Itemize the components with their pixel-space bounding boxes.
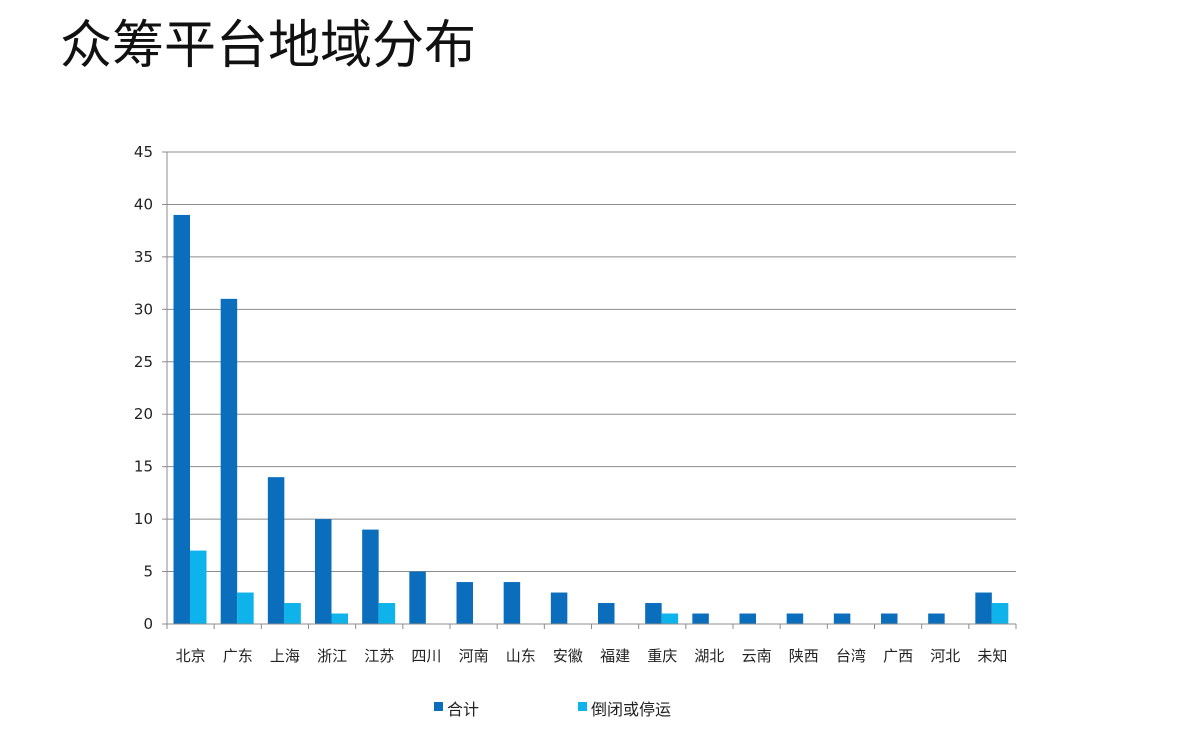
x-tick-label: 台湾	[836, 647, 866, 665]
bar-closed	[284, 603, 301, 624]
x-tick-label: 河北	[930, 647, 960, 665]
x-tick-label: 河南	[459, 647, 489, 665]
axes	[166, 152, 1016, 625]
bar-total	[550, 592, 568, 624]
bar-closed	[661, 613, 679, 624]
bar-total	[503, 582, 521, 624]
y-tick-label: 20	[134, 405, 153, 423]
legend-swatch	[434, 702, 443, 711]
bar-total	[362, 529, 379, 624]
y-tick-label: 25	[134, 353, 153, 371]
legend-swatch	[578, 702, 587, 711]
gridlines	[167, 151, 1016, 573]
y-tick-label: 5	[143, 563, 153, 581]
x-tick-label: 广西	[883, 647, 913, 665]
bar-total	[598, 603, 615, 624]
x-tick-label: 浙江	[317, 647, 347, 665]
bar-total	[315, 519, 332, 624]
bar-total	[975, 592, 992, 624]
bar-closed	[190, 550, 207, 624]
slide-title: 众筹平台地域分布	[60, 16, 477, 76]
x-tick-label: 广东	[223, 647, 253, 665]
x-tick-label: 湖北	[694, 647, 724, 665]
x-tick-label: 北京	[176, 647, 206, 665]
bar-total	[786, 613, 804, 624]
y-tick-label: 45	[134, 143, 153, 161]
x-axis-ticks: 北京 广东 上海 浙江 江苏 四川 河南 山东 安徽 福建 重庆 湖北 云南 陕西 台湾 广西 河北 未知	[166, 624, 1017, 665]
y-tick-label: 15	[134, 458, 153, 476]
bar-total	[739, 613, 756, 624]
bar-total	[928, 613, 945, 624]
x-tick-label: 福建	[600, 647, 630, 665]
bar-closed	[991, 603, 1009, 624]
x-tick-label: 江苏	[364, 647, 394, 665]
bar-closed	[378, 603, 396, 624]
y-tick-label: 35	[134, 248, 153, 266]
y-tick-label: 10	[134, 510, 153, 528]
bar-total	[833, 613, 851, 624]
bar-total	[645, 603, 662, 624]
bar-total	[456, 582, 473, 624]
legend-label: 倒闭或停运	[591, 700, 671, 719]
bars	[173, 214, 1009, 624]
x-tick-label: 安徽	[553, 647, 583, 665]
y-tick-label: 30	[134, 300, 153, 318]
y-tick-label: 40	[134, 195, 153, 213]
bar-closed	[237, 592, 254, 624]
x-tick-label: 四川	[411, 647, 441, 665]
y-tick-label: 0	[143, 615, 153, 633]
legend: 合计 倒闭或停运	[434, 700, 671, 719]
bar-total	[267, 477, 285, 624]
x-tick-label: 上海	[270, 647, 300, 665]
x-tick-label: 未知	[977, 647, 1007, 665]
bar-total	[409, 571, 426, 624]
legend-label: 合计	[447, 700, 479, 719]
bar-closed	[331, 613, 348, 624]
x-tick-label: 陕西	[789, 647, 819, 665]
bar-total	[173, 214, 190, 624]
bar-total	[881, 613, 898, 624]
x-tick-label: 山东	[506, 647, 536, 665]
y-axis-ticks: 0 5 10 15 20 25 30 35 40 45	[134, 143, 167, 633]
x-tick-label: 云南	[742, 647, 772, 665]
bar-total	[692, 613, 709, 624]
x-tick-label: 重庆	[647, 647, 677, 665]
bar-total	[220, 298, 238, 624]
